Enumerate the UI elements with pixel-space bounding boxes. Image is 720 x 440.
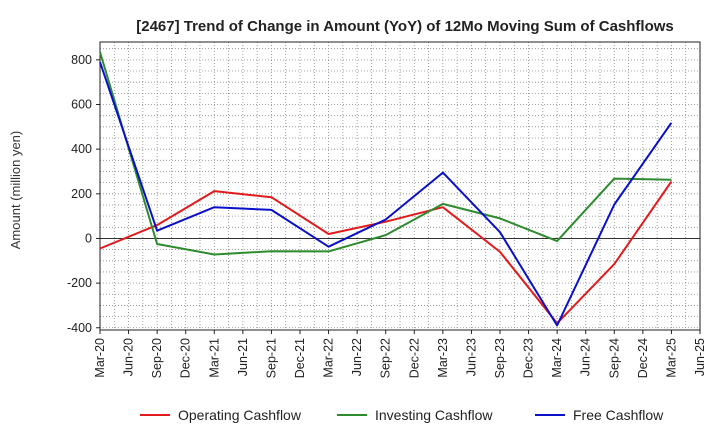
x-tick-label: Jun-25 [693, 338, 707, 376]
x-tick-label: Mar-22 [322, 338, 336, 378]
x-tick-label: Jun-24 [579, 338, 593, 376]
series-layer [99, 51, 673, 327]
x-tick-label: Jun-20 [122, 338, 136, 376]
chart-title: [2467] Trend of Change in Amount (YoY) o… [136, 18, 674, 35]
y-tick-label: 400 [71, 142, 92, 156]
legend-label-investing-cashflow: Investing Cashflow [375, 407, 493, 423]
x-tick-label: Mar-24 [550, 338, 564, 378]
x-tick-label: Mar-20 [93, 338, 107, 378]
x-tick-label: Sep-23 [493, 338, 507, 378]
plot-frame [99, 41, 701, 331]
x-tick-label: Dec-24 [636, 338, 650, 378]
y-tick-label: 0 [85, 231, 92, 245]
legend: Operating Cashflow Investing Cashflow Free… [140, 407, 664, 423]
series-line-operating-cashflow [99, 180, 673, 325]
x-tick-label: Sep-21 [264, 338, 278, 378]
y-tick-label: -400 [67, 321, 92, 335]
y-tick-label: 800 [71, 53, 92, 67]
grid-layer [99, 42, 701, 330]
x-tick-label: Jun-23 [464, 338, 478, 376]
x-tick-label: Sep-22 [379, 338, 393, 378]
series-line-free-cashflow [99, 61, 673, 327]
x-tick-label: Jun-21 [236, 338, 250, 376]
x-tick-label: Sep-20 [150, 338, 164, 378]
x-tick-label: Dec-21 [293, 338, 307, 378]
x-tick-label: Mar-21 [207, 338, 221, 378]
series-line-investing-cashflow [99, 51, 672, 256]
x-tick-label: Mar-23 [436, 338, 450, 378]
y-axis-label: Amount (million yen) [8, 131, 23, 250]
y-tick-label: 200 [71, 187, 92, 201]
legend-label-operating-cashflow: Operating Cashflow [178, 407, 302, 423]
x-tick-label: Mar-25 [664, 338, 678, 378]
x-tick-label: Sep-24 [607, 338, 621, 378]
axis-layer: -400 -200 0 200 400 600 800 Mar-20 Jun-20 Sep-20 D… [67, 41, 707, 378]
x-tick-label: Dec-22 [407, 338, 421, 378]
x-tick-label: Jun-22 [350, 338, 364, 376]
y-tick-label: 600 [71, 98, 92, 112]
x-tick-label: Dec-23 [522, 338, 536, 378]
legend-label-free-cashflow: Free Cashflow [573, 407, 664, 423]
x-tick-label: Dec-20 [179, 338, 193, 378]
y-tick-label: -200 [67, 276, 92, 290]
